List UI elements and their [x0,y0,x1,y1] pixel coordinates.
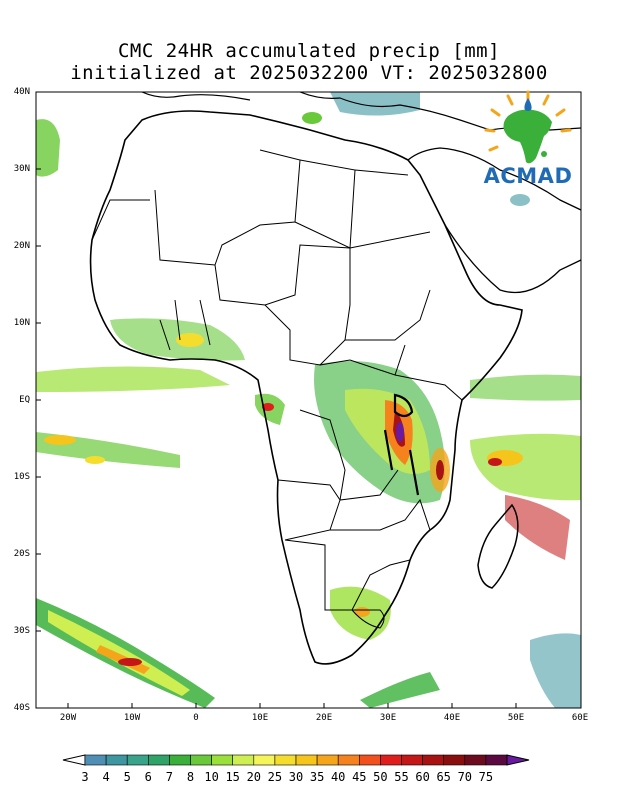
arabia-coastline [407,147,581,294]
lat-label: 40N [13,87,30,97]
lon-label: 0 [193,713,199,723]
colorbar-swatch [464,754,487,766]
lat-label: 20S [13,549,30,559]
colorbar-swatch [211,754,234,766]
lake-victoria-outline [383,393,420,496]
colorbar-swatch [126,754,149,766]
colorbar-swatch [316,754,339,766]
colorbar-swatch [148,754,170,766]
colorbar-label: 10 [204,770,219,784]
colorbar-label: 35 [309,770,325,784]
colorbar-label: 8 [186,770,195,784]
colorbar-label: 60 [415,770,430,784]
africa-coastline [89,110,523,665]
colorbar-swatch [190,754,212,766]
colorbar-label: 7 [165,770,173,784]
colorbar-swatch [84,754,107,766]
colorbar-label: 70 [457,770,473,784]
colorbar-swatch [105,754,128,766]
colorbar-label: 5 [123,770,131,784]
colorbar-label: 75 [478,770,494,784]
lat-label: 30S [13,626,30,636]
lat-label: 30N [13,164,30,174]
colorbar-label: 15 [225,770,240,784]
colorbar-label: 20 [246,770,262,784]
colorbar-label: 4 [102,770,110,784]
colorbar-label: 65 [436,770,451,784]
lon-label: 30E [379,713,397,723]
colorbar-label: 30 [288,770,304,784]
colorbar-swatch [401,754,423,766]
colorbar-label: 45 [352,770,367,784]
map-title-line-2: initialized at 2025032200 VT: 2025032800 [70,62,548,84]
colorbar-label: 50 [373,770,388,784]
lon-label: 50E [507,713,525,723]
madagascar-outline [477,503,519,589]
map-title-line-1: CMC 24HR accumulated precip [mm] [117,40,501,62]
colorbar-swatch [337,754,360,766]
country-borders [91,149,463,629]
lat-label: EQ [19,395,30,405]
axis-ticks [36,91,517,708]
lon-label: 20W [59,713,77,723]
colorbar-swatch [253,754,276,766]
colorbar-label: 3 [81,770,89,784]
colorbar-swatch [274,754,297,766]
precip-band-itcz-atlantic [36,366,230,468]
precip-band-itcz-indian [470,374,581,560]
acmad-africa-logo-icon [484,90,572,164]
colorbar-over-triangle [506,754,530,766]
colorbar-swatch [380,754,402,766]
lat-label: 40S [13,703,30,713]
colorbar-swatch [443,754,466,766]
colorbar-label: 6 [144,770,152,784]
precip-band-south-indian [360,633,581,708]
acmad-logo-text: ACMAD [483,164,573,188]
colorbar-swatch [358,754,381,766]
precip-area-north [36,92,530,206]
colorbar-swatch [232,754,255,766]
colorbar-label: 25 [267,770,283,784]
colorbar-label: 40 [330,770,346,784]
precip-band-south-atlantic [36,598,215,708]
lon-label: 20E [315,713,333,723]
lon-label: 10E [251,713,269,723]
colorbar-swatch [295,754,318,766]
precip-area-west-africa [110,318,245,361]
lon-label: 60E [571,713,589,723]
colorbar-label: 55 [394,770,409,784]
colorbar-swatch [422,754,445,766]
colorbar-under-triangle [62,754,86,766]
lon-label: 10W [123,713,141,723]
lat-label: 10S [13,472,30,482]
lat-label: 20N [13,241,30,251]
colorbar-swatch [485,754,508,766]
lat-label: 10N [13,318,30,328]
colorbar-swatch [169,754,191,766]
lon-label: 40E [443,713,461,723]
